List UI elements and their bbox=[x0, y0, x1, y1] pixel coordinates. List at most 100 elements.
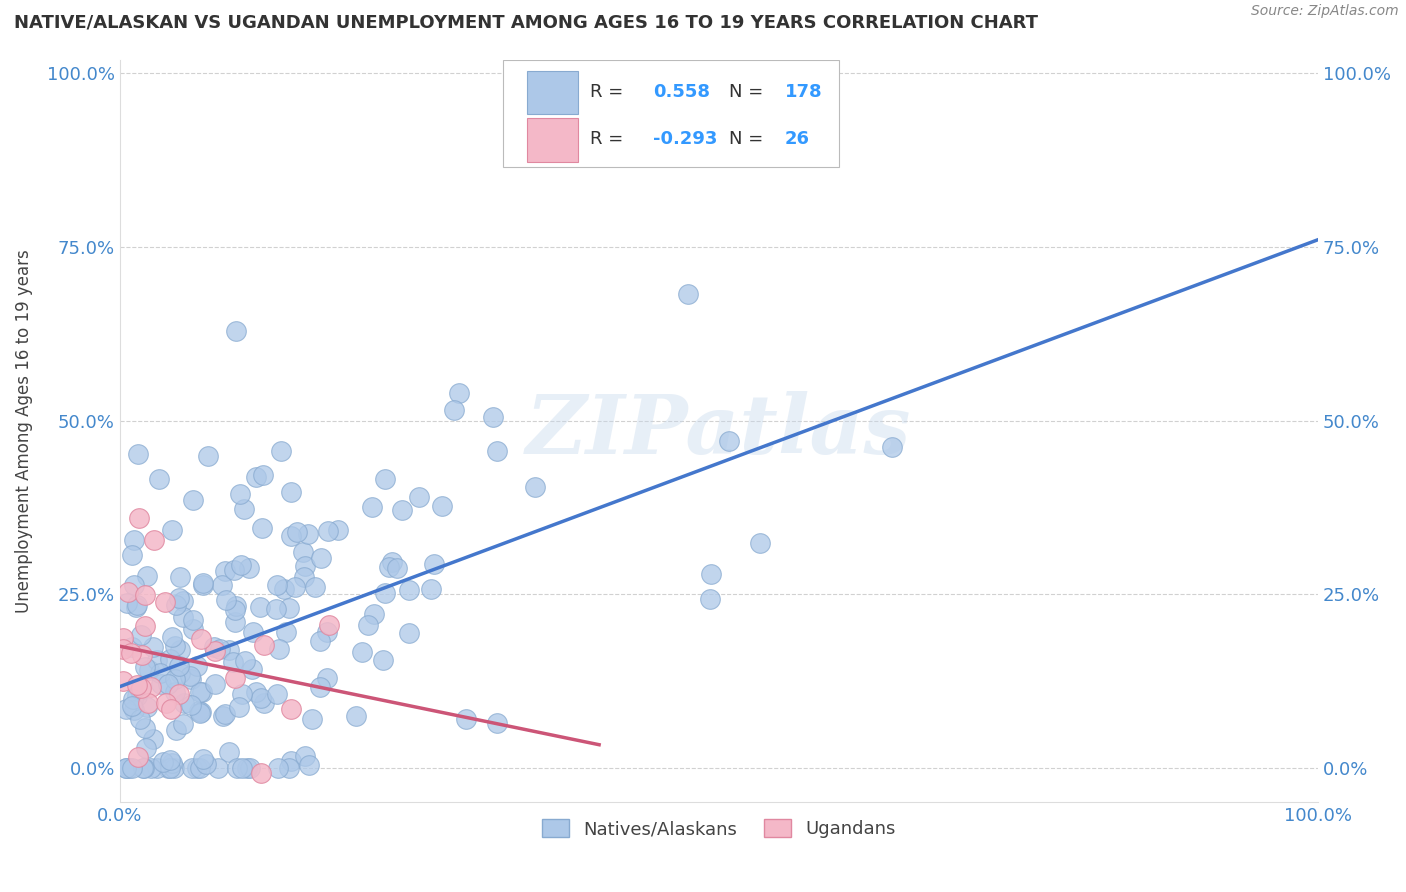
Point bbox=[430, 500, 453, 514]
Point bbox=[363, 607, 385, 622]
Point bbox=[163, 639, 186, 653]
Point bbox=[249, 690, 271, 705]
Point bbox=[229, 558, 252, 572]
FancyBboxPatch shape bbox=[527, 118, 578, 161]
Point bbox=[186, 760, 208, 774]
Point bbox=[316, 671, 339, 685]
Point bbox=[180, 672, 202, 686]
Point bbox=[374, 472, 396, 486]
Point bbox=[134, 619, 156, 633]
Point bbox=[273, 582, 295, 596]
Point bbox=[391, 503, 413, 517]
Point bbox=[114, 760, 136, 774]
Point bbox=[381, 555, 404, 569]
Point bbox=[190, 685, 212, 699]
Point bbox=[297, 526, 319, 541]
Point bbox=[352, 645, 374, 659]
Point bbox=[115, 595, 138, 609]
Point bbox=[297, 757, 319, 772]
Point bbox=[398, 626, 420, 640]
Point bbox=[371, 653, 394, 667]
Point bbox=[294, 559, 316, 574]
Point bbox=[172, 610, 194, 624]
Point bbox=[250, 521, 273, 535]
Text: 0.558: 0.558 bbox=[652, 83, 710, 101]
Point bbox=[188, 760, 211, 774]
FancyBboxPatch shape bbox=[503, 60, 839, 168]
Point bbox=[194, 757, 217, 772]
Point bbox=[121, 640, 143, 654]
Text: 26: 26 bbox=[785, 130, 810, 148]
Point bbox=[125, 678, 148, 692]
Point bbox=[169, 643, 191, 657]
Point bbox=[882, 440, 904, 454]
Point bbox=[163, 672, 186, 686]
Point bbox=[129, 628, 152, 642]
Point bbox=[285, 525, 308, 540]
Point bbox=[222, 564, 245, 578]
Point bbox=[197, 450, 219, 464]
Point bbox=[207, 760, 229, 774]
Point bbox=[169, 570, 191, 584]
Point bbox=[214, 564, 236, 578]
FancyBboxPatch shape bbox=[527, 70, 578, 114]
Point bbox=[486, 715, 509, 730]
Text: 178: 178 bbox=[785, 83, 823, 101]
Point bbox=[127, 447, 149, 461]
Point bbox=[162, 760, 184, 774]
Point bbox=[700, 567, 723, 582]
Point bbox=[235, 760, 257, 774]
Point bbox=[180, 760, 202, 774]
Point bbox=[134, 721, 156, 735]
Point bbox=[142, 533, 165, 547]
Point bbox=[264, 602, 287, 616]
Point bbox=[152, 755, 174, 769]
Point bbox=[231, 760, 253, 774]
Point bbox=[121, 698, 143, 713]
Point bbox=[172, 716, 194, 731]
Point bbox=[523, 480, 546, 494]
Point bbox=[112, 631, 135, 645]
Point bbox=[294, 749, 316, 764]
Point bbox=[122, 533, 145, 547]
Point bbox=[150, 677, 173, 691]
Point bbox=[132, 760, 155, 774]
Point bbox=[132, 760, 155, 774]
Point bbox=[160, 631, 183, 645]
Text: N =: N = bbox=[728, 130, 763, 148]
Point bbox=[145, 760, 167, 774]
Point bbox=[252, 638, 274, 652]
Point bbox=[127, 690, 149, 704]
Point bbox=[266, 578, 288, 592]
Point bbox=[191, 751, 214, 765]
Point bbox=[374, 586, 396, 600]
Point bbox=[114, 760, 136, 774]
Point bbox=[162, 524, 184, 538]
Point bbox=[157, 760, 180, 774]
Point bbox=[181, 492, 204, 507]
Point bbox=[160, 702, 183, 716]
Point bbox=[169, 666, 191, 681]
Point bbox=[121, 760, 143, 774]
Point bbox=[266, 687, 288, 701]
Point bbox=[180, 698, 202, 712]
Text: -0.293: -0.293 bbox=[652, 130, 717, 148]
Point bbox=[134, 589, 156, 603]
Point bbox=[420, 582, 443, 597]
Point bbox=[749, 536, 772, 550]
Point bbox=[238, 760, 260, 774]
Point bbox=[112, 673, 135, 688]
Point bbox=[454, 712, 477, 726]
Y-axis label: Unemployment Among Ages 16 to 19 years: Unemployment Among Ages 16 to 19 years bbox=[15, 249, 32, 613]
Point bbox=[136, 700, 159, 714]
Point bbox=[117, 584, 139, 599]
Point bbox=[202, 640, 225, 654]
Point bbox=[142, 732, 165, 747]
Point bbox=[344, 708, 367, 723]
Point bbox=[128, 711, 150, 725]
Point bbox=[280, 755, 302, 769]
Point bbox=[233, 501, 256, 516]
Point bbox=[136, 696, 159, 710]
Point bbox=[270, 444, 292, 458]
Point bbox=[120, 646, 142, 660]
